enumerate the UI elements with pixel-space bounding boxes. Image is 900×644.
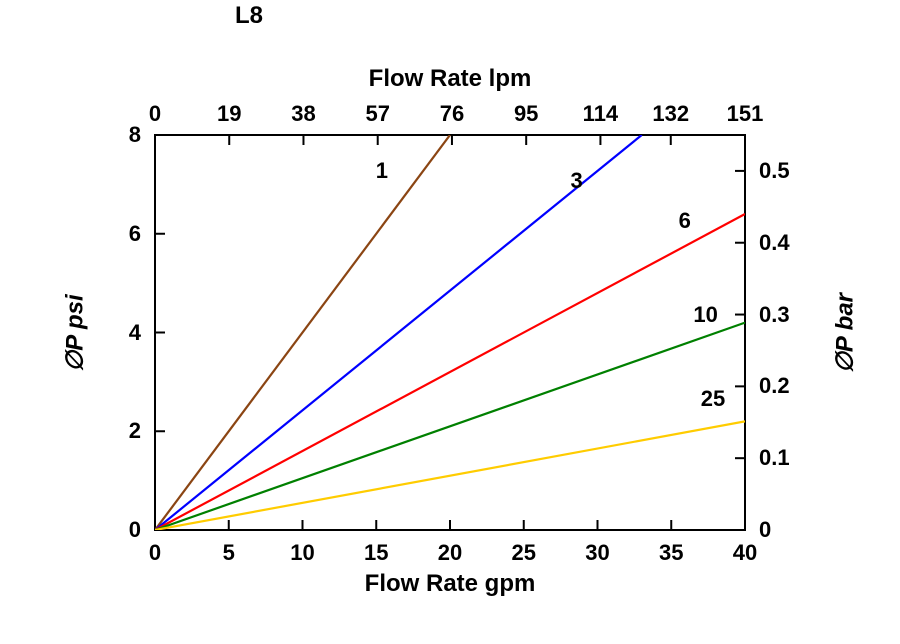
x-top-tick-0: 0	[149, 101, 161, 127]
y-left-tick-4: 4	[129, 320, 141, 346]
x-bottom-tick-25: 25	[512, 540, 536, 566]
y-left-tick-8: 8	[129, 122, 141, 148]
y-right-tick-0.3: 0.3	[759, 302, 790, 328]
y-right-tick-0.1: 0.1	[759, 445, 790, 471]
x-top-tick-132: 132	[652, 101, 689, 127]
x-top-tick-76: 76	[440, 101, 464, 127]
y-right-tick-0: 0	[759, 517, 771, 543]
x-bottom-tick-20: 20	[438, 540, 462, 566]
x-top-tick-95: 95	[514, 101, 538, 127]
x-top-tick-19: 19	[217, 101, 241, 127]
x-bottom-tick-40: 40	[733, 540, 757, 566]
series-label-25: 25	[701, 386, 725, 412]
y-left-tick-6: 6	[129, 221, 141, 247]
x-bottom-tick-35: 35	[659, 540, 683, 566]
chart-stage: L8 Flow Rate lpm Flow Rate gpm ∅P psi ∅P…	[0, 0, 900, 644]
x-bottom-tick-10: 10	[290, 540, 314, 566]
x-bottom-tick-30: 30	[585, 540, 609, 566]
y-left-tick-2: 2	[129, 418, 141, 444]
series-label-1: 1	[376, 158, 388, 184]
series-label-6: 6	[679, 208, 691, 234]
y-left-tick-0: 0	[129, 517, 141, 543]
y-right-tick-0.5: 0.5	[759, 158, 790, 184]
x-bottom-tick-0: 0	[149, 540, 161, 566]
x-top-tick-114: 114	[583, 101, 619, 127]
x-top-tick-151: 151	[727, 101, 764, 127]
y-right-tick-0.2: 0.2	[759, 373, 790, 399]
y-right-tick-0.4: 0.4	[759, 230, 790, 256]
x-top-tick-38: 38	[291, 101, 315, 127]
series-label-10: 10	[693, 302, 717, 328]
x-top-tick-57: 57	[365, 101, 389, 127]
series-label-3: 3	[571, 168, 583, 194]
x-bottom-tick-5: 5	[223, 540, 235, 566]
x-bottom-tick-15: 15	[364, 540, 388, 566]
